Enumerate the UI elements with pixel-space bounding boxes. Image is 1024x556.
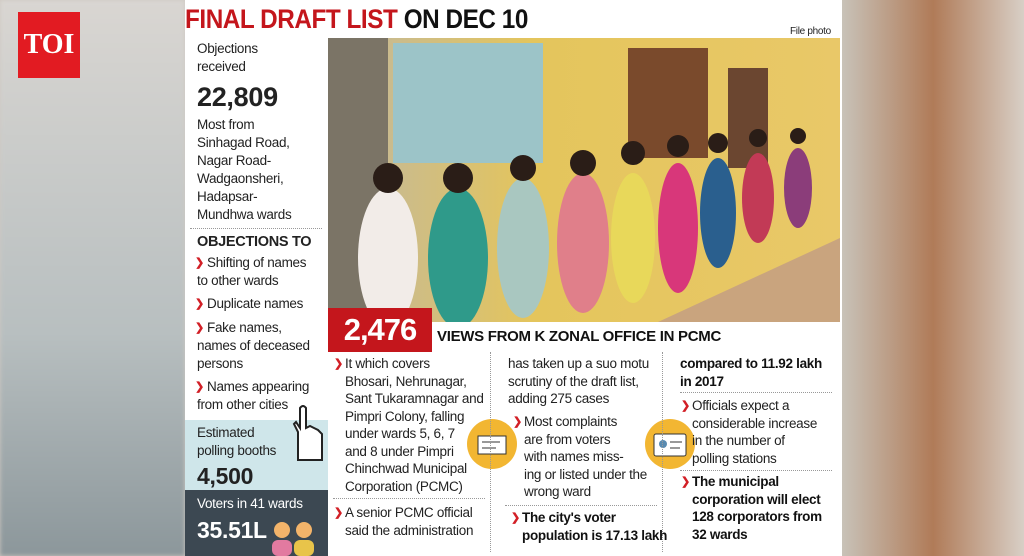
column-text: The municipal — [692, 474, 779, 489]
divider — [505, 505, 657, 506]
column-text: with names miss- — [524, 449, 624, 464]
bullet: ❯ — [681, 476, 691, 488]
objections-note: Mundhwa wards — [197, 207, 292, 222]
objection-item: Shifting of names — [207, 255, 307, 270]
voters-value: 35.51L — [197, 517, 267, 543]
column-text: A senior PCMC official — [345, 505, 473, 520]
column-text: ing or listed under the — [524, 466, 647, 482]
column-text: polling stations — [692, 450, 777, 466]
column-text: adding 275 cases — [508, 391, 610, 406]
objections-note: Wadgaonsheri, — [197, 171, 284, 186]
bullet: ❯ — [334, 507, 344, 519]
bullet: ❯ — [513, 416, 523, 428]
blurred-left — [0, 0, 185, 556]
column-text: wrong ward — [524, 484, 591, 499]
title-main: FINAL DRAFT LIST — [185, 4, 398, 34]
column-text: Pimpri Colony, falling — [345, 408, 465, 424]
booths-label: polling booths — [197, 443, 277, 458]
hand-icon — [292, 405, 323, 461]
column-text: 32 wards — [692, 526, 748, 542]
column-text: under wards 5, 6, 7 — [345, 426, 455, 441]
column-text: in the number of — [692, 433, 785, 448]
column-text: The city's voter — [522, 510, 616, 525]
objection-item: names of deceased — [197, 338, 310, 353]
title: FINAL DRAFT LIST ON DEC 10 — [185, 4, 528, 35]
bullet: ❯ — [195, 322, 205, 334]
blurred-right — [842, 0, 1024, 556]
column-text: Corporation (PCMC) — [345, 478, 463, 494]
objections-note: Sinhagad Road, — [197, 135, 290, 150]
voter-id-icon — [645, 419, 695, 469]
bullet: ❯ — [334, 358, 344, 370]
column-text: considerable increase — [692, 415, 818, 431]
objections-heading: OBJECTIONS TO — [197, 234, 312, 250]
photo-credit: File photo — [790, 26, 831, 37]
column-text: are from voters — [524, 431, 611, 447]
voter-icons — [272, 522, 314, 556]
column-text: scrutiny of the draft list, — [508, 373, 639, 389]
objections-value: 22,809 — [197, 82, 278, 112]
highlight-text: VIEWS FROM K ZONAL OFFICE IN PCMC — [437, 328, 721, 345]
objection-item: Duplicate names — [207, 296, 304, 311]
objection-item: from other cities — [197, 397, 288, 412]
bullet: ❯ — [511, 512, 521, 524]
complaint-icon — [467, 419, 517, 469]
divider — [680, 392, 832, 393]
booths-value: 4,500 — [197, 463, 254, 489]
objection-item: to other wards — [197, 273, 279, 288]
objections-note: Hadapsar- — [197, 189, 258, 204]
objection-item: Fake names, — [207, 320, 282, 335]
column-text: said the administration — [345, 522, 474, 538]
voters-label: Voters in 41 wards — [197, 496, 303, 511]
objection-item: persons — [197, 356, 243, 371]
column-text: Officials expect a — [692, 398, 790, 413]
column-text: Most complaints — [524, 414, 618, 429]
booths-label: Estimated — [197, 425, 255, 440]
column-text: in 2017 — [680, 373, 724, 389]
logo[interactable]: TOI — [18, 12, 80, 78]
title-date: ON DEC 10 — [403, 4, 529, 34]
column-text: It which covers — [345, 356, 430, 371]
divider — [680, 470, 832, 471]
column-text: 128 corporators from — [692, 509, 822, 524]
objections-note: Most from — [197, 117, 255, 132]
column-text: Chinchwad Municipal — [345, 461, 467, 476]
column-text: corporation will elect — [692, 491, 821, 507]
column-text: compared to 11.92 lakh — [680, 356, 822, 371]
photo — [328, 38, 840, 322]
bullet: ❯ — [681, 400, 691, 412]
bullet: ❯ — [195, 298, 205, 310]
column-text: Bhosari, Nehrunagar, — [345, 373, 467, 389]
objections-note: Nagar Road- — [197, 153, 271, 168]
column-text: has taken up a suo motu — [508, 356, 649, 371]
column-text: and 8 under Pimpri — [345, 443, 454, 459]
objections-label: Objections — [197, 41, 258, 56]
objection-item: Names appearing — [207, 379, 310, 394]
objections-label: received — [197, 59, 246, 74]
column-rule — [490, 352, 491, 552]
bullet: ❯ — [195, 257, 205, 269]
column-text: population is 17.13 lakh — [522, 527, 668, 543]
highlight-value: 2,476 — [328, 308, 432, 352]
bullet: ❯ — [195, 381, 205, 393]
column-text: Sant Tukaramnagar and — [345, 391, 484, 406]
divider — [333, 498, 485, 499]
divider — [190, 228, 322, 229]
column-rule — [662, 352, 663, 552]
